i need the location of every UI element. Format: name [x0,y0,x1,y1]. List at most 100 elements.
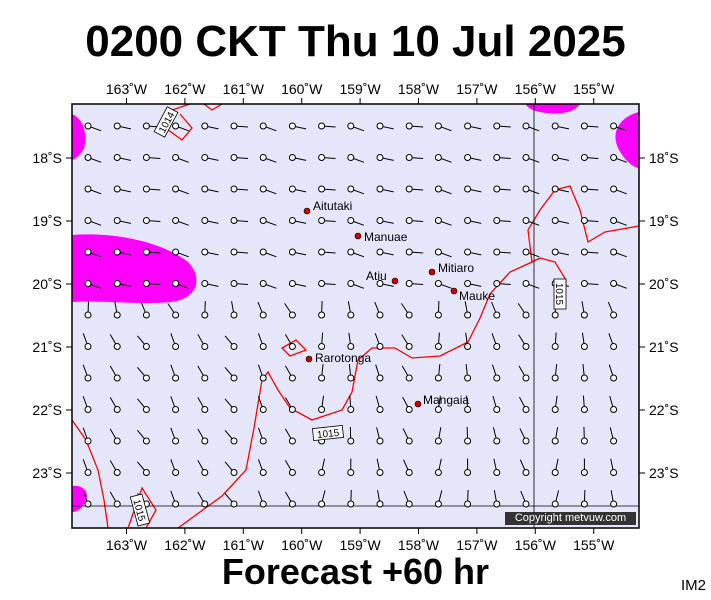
wind-station [201,122,209,130]
wind-station [113,437,121,445]
wind-station [288,122,296,130]
wind-station [201,311,209,319]
wind-station [405,248,413,256]
wind-station [113,469,121,476]
wind-station [318,343,326,350]
wind-station [347,469,355,476]
wind-station [580,185,588,193]
forecast-label: Forecast +60 hr [221,551,490,592]
wind-station [172,248,180,256]
wind-station [142,248,150,256]
rain-area-top-right [526,104,580,114]
wind-station [464,500,472,508]
svg-text:Aitutaki: Aitutaki [313,199,352,213]
lon-label: 162˚W [164,537,206,553]
wind-station [551,469,559,476]
wind-station [288,280,296,287]
wind-station [288,311,296,319]
wind-station [493,343,501,350]
wind-station [464,343,472,350]
wind-station [347,122,355,130]
wind-station [551,343,559,350]
wind-station [172,406,180,413]
wind-station [522,469,530,476]
wind-station [230,185,238,193]
svg-text:1015: 1015 [317,428,341,441]
wind-station [580,280,588,287]
lat-label: 21˚S [32,339,62,355]
wind-station [347,280,355,287]
wind-station [580,311,588,319]
wind-station [522,217,530,224]
lon-label: 163˚W [106,537,148,553]
wind-station [201,217,209,224]
wind-station [405,406,413,413]
wind-station [230,248,238,256]
wind-station [405,374,413,382]
wind-station [580,343,588,350]
wind-station [318,500,326,508]
wind-station [464,469,472,476]
svg-text:1015: 1015 [553,283,564,306]
wind-station [84,248,92,256]
lon-label: 160˚W [281,81,323,97]
lon-label: 161˚W [223,537,265,553]
wind-station [113,248,121,256]
wind-station [347,500,355,508]
wind-station [434,406,442,413]
wind-station [288,374,296,382]
wind-station [259,343,267,350]
copyright-badge: Copyright metvuw.com [505,512,636,525]
wind-station [522,343,530,350]
wind-station [580,374,588,382]
lat-label: 21˚S [649,339,679,355]
wind-station [522,122,530,130]
wind-station [288,154,296,161]
wind-station [201,437,209,445]
lon-label: 155˚W [573,81,615,97]
wind-station [551,185,559,193]
lat-label: 23˚S [649,465,679,481]
wind-station [318,311,326,319]
wind-station [493,185,501,193]
wind-station [434,154,442,161]
wind-station [405,154,413,161]
wind-station [434,280,442,287]
wind-station [230,374,238,382]
wind-station [610,374,618,382]
wind-station [113,122,121,130]
wind-station [172,500,180,508]
wind-station [347,217,355,224]
wind-station [142,406,150,413]
wind-station [405,311,413,319]
lon-label: 158˚W [398,537,440,553]
wind-station [493,122,501,130]
wind-station [580,248,588,256]
wind-station [142,217,150,224]
wind-station [464,437,472,445]
wind-station [610,500,618,508]
image-code: IM2 [681,577,707,594]
wind-station [551,406,559,413]
wind-station [522,437,530,445]
wind-station [259,437,267,445]
wind-station [201,469,209,476]
wind-station [318,122,326,130]
wind-station [113,406,121,413]
wind-station [580,217,588,224]
town-aitutaki: Aitutaki [303,199,352,215]
wind-station [493,280,501,287]
wind-station [318,469,326,476]
lat-label: 20˚S [32,276,62,292]
wind-station [84,154,92,161]
wind-station [259,280,267,287]
wind-station [84,500,92,508]
wind-station [172,154,180,161]
wind-station [522,406,530,413]
wind-station [610,154,618,161]
wind-station [580,437,588,445]
wind-station [434,185,442,193]
lon-label: 157˚W [456,537,498,553]
wind-station [230,343,238,350]
